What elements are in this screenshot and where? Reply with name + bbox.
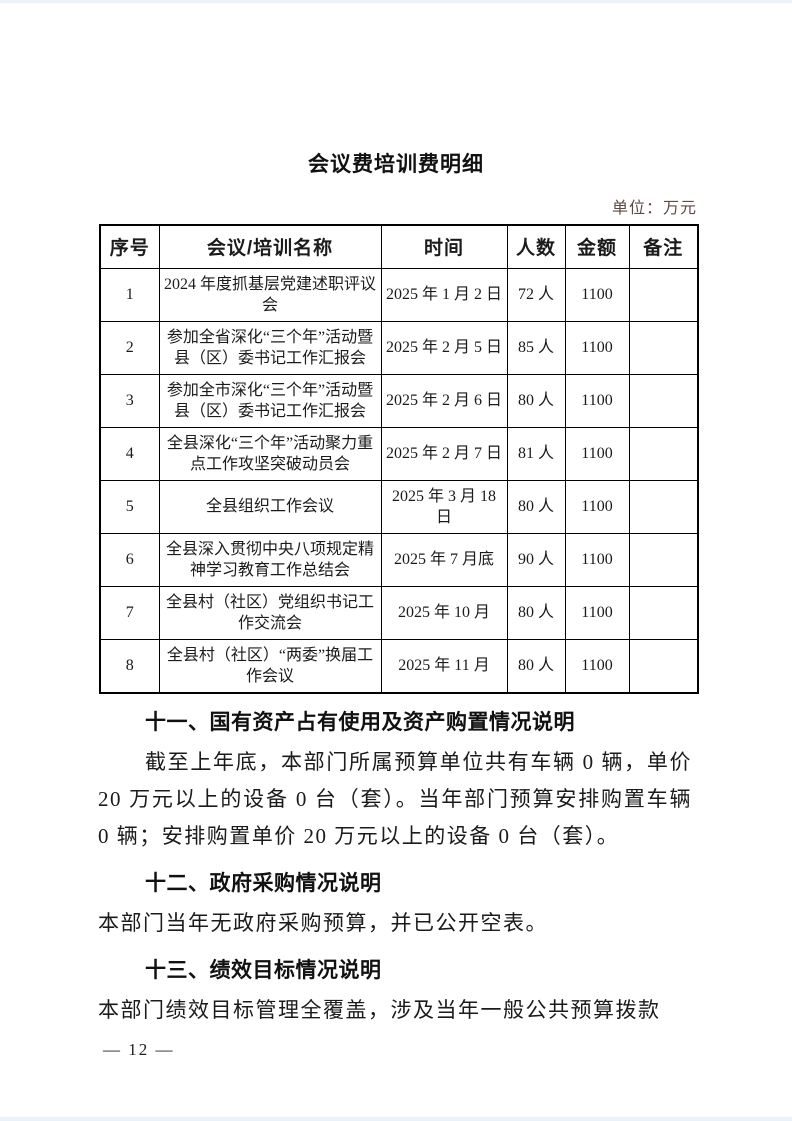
section-heading-12: 十二、政府采购情况说明 xyxy=(145,871,382,895)
section-paragraph-12: 本部门当年无政府采购预算，并已公开空表。 xyxy=(98,910,548,935)
cell-amount: 1100 xyxy=(564,585,630,640)
section-heading-11: 十一、国有资产占有使用及资产购置情况说明 xyxy=(145,710,575,734)
cell-name: 参加全市深化“三个年”活动暨县（区）委书记工作汇报会 xyxy=(158,373,382,428)
header-time: 时间 xyxy=(380,224,508,269)
cell-name: 全县村（社区）党组织书记工作交流会 xyxy=(158,585,382,640)
cell-amount: 1100 xyxy=(564,267,630,322)
table-row: 4 全县深化“三个年”活动聚力重点工作攻坚突破动员会 2025 年 2 月 7 … xyxy=(99,426,699,481)
page-top-edge xyxy=(0,0,792,3)
cell-people: 85 人 xyxy=(506,320,566,375)
cell-amount: 1100 xyxy=(564,479,630,534)
cell-amount: 1100 xyxy=(564,320,630,375)
table-header-row: 序号 会议/培训名称 时间 人数 金额 备注 xyxy=(99,224,699,269)
cell-no: 6 xyxy=(99,532,160,587)
header-name: 会议/培训名称 xyxy=(158,224,382,269)
cell-name: 全县村（社区）“两委”换届工作会议 xyxy=(158,638,382,693)
cell-name: 全县组织工作会议 xyxy=(158,479,382,534)
header-note: 备注 xyxy=(628,224,699,269)
header-amount: 金额 xyxy=(564,224,630,269)
cell-name: 2024 年度抓基层党建述职评议会 xyxy=(158,267,382,322)
page-number: — 12 — xyxy=(103,1040,175,1059)
cell-note xyxy=(628,320,699,375)
cell-time: 2025 年 2 月 7 日 xyxy=(380,426,508,481)
cell-amount: 1100 xyxy=(564,426,630,481)
cell-time: 2025 年 1 月 2 日 xyxy=(380,267,508,322)
cell-no: 4 xyxy=(99,426,160,481)
cell-no: 1 xyxy=(99,267,160,322)
table-row: 1 2024 年度抓基层党建述职评议会 2025 年 1 月 2 日 72 人 … xyxy=(99,267,699,322)
cell-no: 5 xyxy=(99,479,160,534)
document-title: 会议费培训费明细 xyxy=(308,153,484,176)
cell-time: 2025 年 10 月 xyxy=(380,585,508,640)
page-bottom-edge xyxy=(0,1117,792,1121)
cell-people: 80 人 xyxy=(506,479,566,534)
cell-note xyxy=(628,532,699,587)
cell-note xyxy=(628,426,699,481)
cell-people: 81 人 xyxy=(506,426,566,481)
cell-note xyxy=(628,267,699,322)
cell-amount: 1100 xyxy=(564,373,630,428)
cell-time: 2025 年 7 月底 xyxy=(380,532,508,587)
cell-people: 72 人 xyxy=(506,267,566,322)
cell-people: 90 人 xyxy=(506,532,566,587)
section-heading-13: 十三、绩效目标情况说明 xyxy=(145,958,382,982)
unit-note: 单位：万元 xyxy=(611,200,697,217)
meeting-training-fee-table: 序号 会议/培训名称 时间 人数 金额 备注 1 2024 年度抓基层党建述职评… xyxy=(99,224,699,694)
cell-amount: 1100 xyxy=(564,532,630,587)
table-row: 5 全县组织工作会议 2025 年 3 月 18 日 80 人 1100 xyxy=(99,479,699,534)
cell-no: 8 xyxy=(99,638,160,693)
table-row: 3 参加全市深化“三个年”活动暨县（区）委书记工作汇报会 2025 年 2 月 … xyxy=(99,373,699,428)
cell-name: 参加全省深化“三个年”活动暨县（区）委书记工作汇报会 xyxy=(158,320,382,375)
cell-note xyxy=(628,585,699,640)
table-row: 6 全县深入贯彻中央八项规定精神学习教育工作总结会 2025 年 7 月底 90… xyxy=(99,532,699,587)
cell-people: 80 人 xyxy=(506,373,566,428)
cell-name: 全县深入贯彻中央八项规定精神学习教育工作总结会 xyxy=(158,532,382,587)
cell-note xyxy=(628,373,699,428)
table-row: 7 全县村（社区）党组织书记工作交流会 2025 年 10 月 80 人 110… xyxy=(99,585,699,640)
cell-note xyxy=(628,479,699,534)
cell-time: 2025 年 2 月 5 日 xyxy=(380,320,508,375)
cell-amount: 1100 xyxy=(564,638,630,693)
section-paragraph-13: 本部门绩效目标管理全覆盖，涉及当年一般公共预算拨款 xyxy=(98,997,661,1022)
cell-time: 2025 年 3 月 18 日 xyxy=(380,479,508,534)
cell-time: 2025 年 11 月 xyxy=(380,638,508,693)
cell-no: 3 xyxy=(99,373,160,428)
cell-no: 2 xyxy=(99,320,160,375)
cell-no: 7 xyxy=(99,585,160,640)
body-text: 十一、国有资产占有使用及资产购置情况说明 截至上年底，本部门所属预算单位共有车辆… xyxy=(98,710,692,1029)
cell-note xyxy=(628,638,699,693)
header-people: 人数 xyxy=(506,224,566,269)
cell-time: 2025 年 2 月 6 日 xyxy=(380,373,508,428)
cell-people: 80 人 xyxy=(506,585,566,640)
table-row: 2 参加全省深化“三个年”活动暨县（区）委书记工作汇报会 2025 年 2 月 … xyxy=(99,320,699,375)
cell-people: 80 人 xyxy=(506,638,566,693)
header-no: 序号 xyxy=(99,224,160,269)
cell-name: 全县深化“三个年”活动聚力重点工作攻坚突破动员会 xyxy=(158,426,382,481)
section-paragraph-11: 截至上年底，本部门所属预算单位共有车辆 0 辆，单价 20 万元以上的设备 0 … xyxy=(98,749,692,848)
table-row: 8 全县村（社区）“两委”换届工作会议 2025 年 11 月 80 人 110… xyxy=(99,638,699,693)
